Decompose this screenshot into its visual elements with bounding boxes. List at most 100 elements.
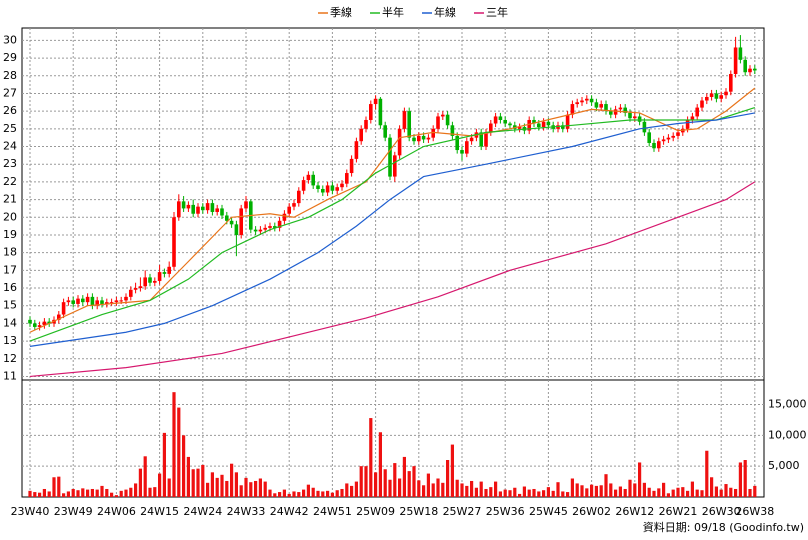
volume-bar [503, 489, 507, 497]
candle-body [407, 111, 411, 138]
volume-bar [633, 483, 637, 497]
candle-body [412, 137, 416, 142]
volume-bar [71, 488, 75, 497]
volume-bar [623, 488, 627, 497]
volume-bar [287, 493, 291, 497]
volume-bar [220, 474, 224, 497]
candle-body [541, 121, 546, 128]
candle-body [205, 203, 210, 211]
volume-bar [201, 464, 205, 497]
y2-tick-label: 15,000 [768, 398, 807, 411]
volume-bar [642, 482, 646, 497]
volume-bar [518, 493, 522, 497]
volume-bar [594, 485, 598, 497]
y2-tick-label: 5,000 [768, 459, 800, 472]
volume-bar [129, 487, 133, 497]
y2-tick-label: 10,000 [768, 428, 807, 441]
candle-body [369, 104, 373, 120]
candle-body [580, 100, 584, 103]
candle-body [37, 325, 42, 327]
candle-body [201, 206, 205, 211]
candle-body [321, 188, 325, 193]
candle-body [349, 158, 354, 174]
candle-body [738, 47, 743, 60]
y-tick-label: 18 [3, 246, 17, 259]
volume-bar [206, 482, 210, 497]
volume-bar [350, 485, 354, 497]
volume-bar [282, 489, 286, 497]
y-tick-label: 30 [3, 33, 17, 46]
volume-bar [470, 480, 474, 497]
candle-body [109, 302, 114, 304]
volume-bar [316, 490, 320, 497]
volume-bar [527, 489, 531, 497]
volume-bar [321, 491, 325, 497]
candle-body [724, 91, 728, 96]
candle-body [642, 121, 647, 133]
y-tick-label: 20 [3, 210, 17, 223]
candle-body [95, 300, 99, 306]
candle-body [397, 128, 402, 156]
x-tick-label: 25W09 [356, 505, 395, 518]
ma-line [29, 87, 756, 333]
candle-body [90, 296, 95, 306]
volume-bar [47, 491, 51, 497]
volume-bar [95, 489, 99, 497]
candle-body [220, 208, 224, 216]
candle-body [330, 185, 335, 191]
volume-bar [383, 469, 387, 497]
volume-bar [225, 480, 229, 497]
volume-bar [167, 478, 171, 497]
candle-body [388, 137, 392, 177]
volume-bar [532, 488, 536, 497]
volume-bar [465, 485, 469, 497]
volume-bar [705, 450, 709, 497]
candle-body [61, 302, 66, 315]
volume-bar [431, 483, 435, 497]
volume-bar [42, 488, 46, 497]
candle-body [445, 114, 450, 126]
x-tick-label: 24W42 [270, 505, 309, 518]
candle-body [364, 119, 368, 129]
volume-bar [153, 487, 157, 497]
volume-bar [297, 492, 301, 497]
candle-body [599, 104, 603, 108]
volume-bar [52, 477, 56, 497]
y-tick-label: 24 [3, 140, 17, 153]
candle-body [191, 204, 195, 214]
volume-bar [268, 489, 272, 497]
volume-bar [743, 460, 747, 497]
x-tick-label: 24W15 [140, 505, 179, 518]
y-tick-label: 29 [3, 51, 17, 64]
x-tick-label: 26W21 [659, 505, 698, 518]
volume-bar [100, 485, 104, 497]
candle-body [359, 128, 363, 142]
candle-body [637, 116, 642, 122]
y-tick-label: 12 [3, 352, 17, 365]
volume-bar [537, 491, 541, 497]
candle-body [383, 125, 387, 138]
volume-bar [614, 489, 618, 497]
y-tick-label: 21 [3, 193, 17, 206]
x-tick-label: 24W06 [97, 505, 136, 518]
volume-bar [359, 466, 363, 497]
volume-bar [378, 432, 382, 497]
x-tick-label: 25W36 [486, 505, 525, 518]
x-tick-label: 24W33 [227, 505, 266, 518]
volume-bar [618, 486, 622, 497]
volume-bar [426, 473, 430, 497]
candle-body [138, 286, 143, 289]
candle-body [527, 119, 531, 131]
candle-body [469, 137, 474, 142]
volume-bar [143, 456, 147, 497]
candle-body [234, 224, 239, 235]
volume-bar [354, 481, 358, 497]
candle-body [311, 174, 315, 186]
volume-bar [249, 482, 253, 497]
volume-bar [628, 479, 632, 497]
candle-body [85, 296, 90, 303]
candle-body [47, 321, 51, 324]
volume-bar [292, 491, 296, 497]
y-tick-label: 16 [3, 281, 17, 294]
candle-body [162, 272, 167, 274]
